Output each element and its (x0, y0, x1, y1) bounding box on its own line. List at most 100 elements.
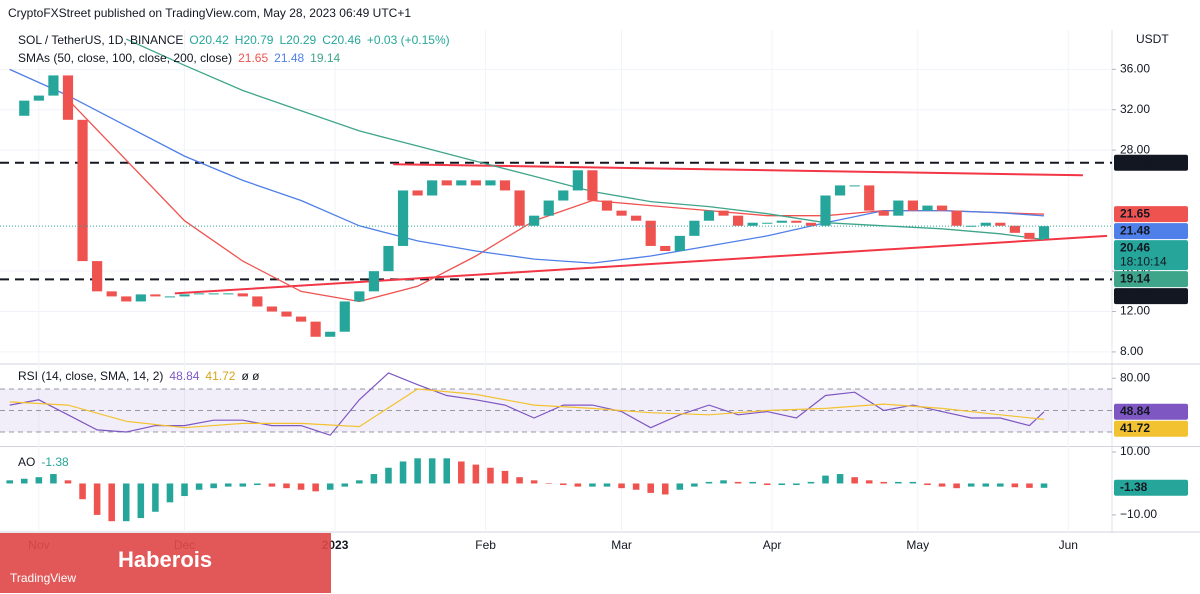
trend-line (393, 163, 1083, 177)
candle (456, 180, 467, 186)
ao-value: -1.38 (41, 455, 69, 469)
candle (237, 293, 248, 297)
y-tick-label: 36.00 (1120, 62, 1150, 76)
trend-line (174, 234, 1108, 295)
price-label-bg (1114, 240, 1188, 271)
candle (762, 222, 773, 224)
rsi-value: 41.72 (205, 369, 236, 383)
candle (77, 119, 88, 262)
price-label: 19.14 (1120, 271, 1150, 285)
candle (295, 316, 307, 322)
ao-bar (895, 481, 902, 484)
candle (310, 321, 321, 337)
candle (703, 210, 715, 221)
candle (747, 222, 758, 226)
ao-bar (137, 483, 145, 519)
ao-bar (661, 483, 669, 495)
ao-bar (938, 483, 946, 487)
rsi-line (9, 372, 1045, 436)
legend-rsi: RSI (14, close, SMA, 14, 2) 48.84 41.72 … (18, 369, 259, 383)
ao-bar (385, 467, 392, 484)
legend-ao: AO -1.38 (18, 455, 69, 469)
ao-bar (997, 483, 1004, 487)
candle (281, 311, 292, 317)
candle (121, 296, 132, 302)
ao-bar (545, 483, 552, 484)
ao-bar (268, 483, 276, 487)
logo: TradingView (10, 571, 77, 585)
candle (922, 205, 933, 211)
ao-bar (851, 477, 858, 484)
ao-bar (443, 458, 451, 484)
indicator: AO (18, 455, 36, 469)
ao-bar (865, 480, 873, 484)
price-label-bg (1114, 479, 1188, 496)
candle (19, 100, 30, 116)
ao-bar (108, 483, 115, 522)
x-tick-label: Mar (611, 538, 632, 552)
y-tick-label: −10.00 (1120, 507, 1157, 521)
candle (412, 190, 423, 196)
candle (514, 190, 525, 226)
candle (732, 215, 744, 226)
ao-bar (1026, 483, 1033, 488)
ao-bar (734, 481, 742, 484)
candle (558, 190, 569, 201)
ao-bar (312, 483, 319, 492)
brand: Haberois (118, 547, 213, 572)
y-tick-label: 32.00 (1120, 102, 1150, 116)
watermark: Haberois TradingView (0, 533, 331, 593)
candle (179, 294, 190, 297)
ao-bar (822, 475, 829, 484)
ao-bar (982, 483, 990, 487)
candle (864, 185, 875, 211)
candle (223, 293, 234, 295)
rsi-value: 48.84 (169, 369, 200, 383)
candle (587, 170, 598, 201)
candle (1024, 232, 1035, 239)
candle (208, 293, 219, 295)
indicator: RSI (14, close, SMA, 14, 2) (18, 369, 164, 383)
ao-bar (152, 483, 159, 512)
ohlc: L20.29 (279, 33, 317, 47)
candle (631, 215, 642, 221)
candle (397, 190, 409, 246)
y-tick-label: 8.00 (1120, 344, 1144, 358)
price-label-bg (1114, 420, 1188, 437)
ao-bar (953, 483, 960, 489)
x-tick-label: Apr (763, 538, 782, 552)
ao-bar (501, 470, 509, 484)
candle (106, 291, 117, 297)
candle (470, 180, 481, 186)
x-tick-label: Feb (475, 538, 496, 552)
ohlc: C20.46 (322, 33, 361, 47)
price-label-bg (1114, 206, 1188, 223)
ao-bar (283, 483, 290, 489)
ao-bar (122, 483, 130, 522)
candle (776, 220, 787, 223)
candle (266, 306, 278, 312)
ao-bar (749, 481, 756, 484)
sma-value: 21.65 (238, 51, 269, 65)
candle (92, 261, 103, 292)
x-tick-label: Jun (1059, 538, 1078, 552)
sma-value: 19.14 (310, 51, 341, 65)
ao-bar (297, 483, 305, 490)
countdown: 18:10:14 (1120, 254, 1167, 268)
candle (674, 235, 685, 251)
ao-bar (166, 483, 174, 503)
candle (718, 210, 729, 216)
y-tick-label: 10.00 (1120, 444, 1150, 458)
change: +0.03 (+0.15%) (366, 33, 450, 47)
ao-bar (793, 483, 800, 486)
ohlc: O20.42 (189, 33, 229, 47)
y-tick-label: 12.00 (1120, 304, 1150, 318)
price-label: -1.38 (1120, 480, 1148, 494)
candle (325, 331, 336, 337)
ao-bar (720, 480, 727, 484)
price-label-bg (1114, 271, 1188, 288)
ao-bar (414, 458, 421, 484)
ao-bar (458, 461, 465, 484)
